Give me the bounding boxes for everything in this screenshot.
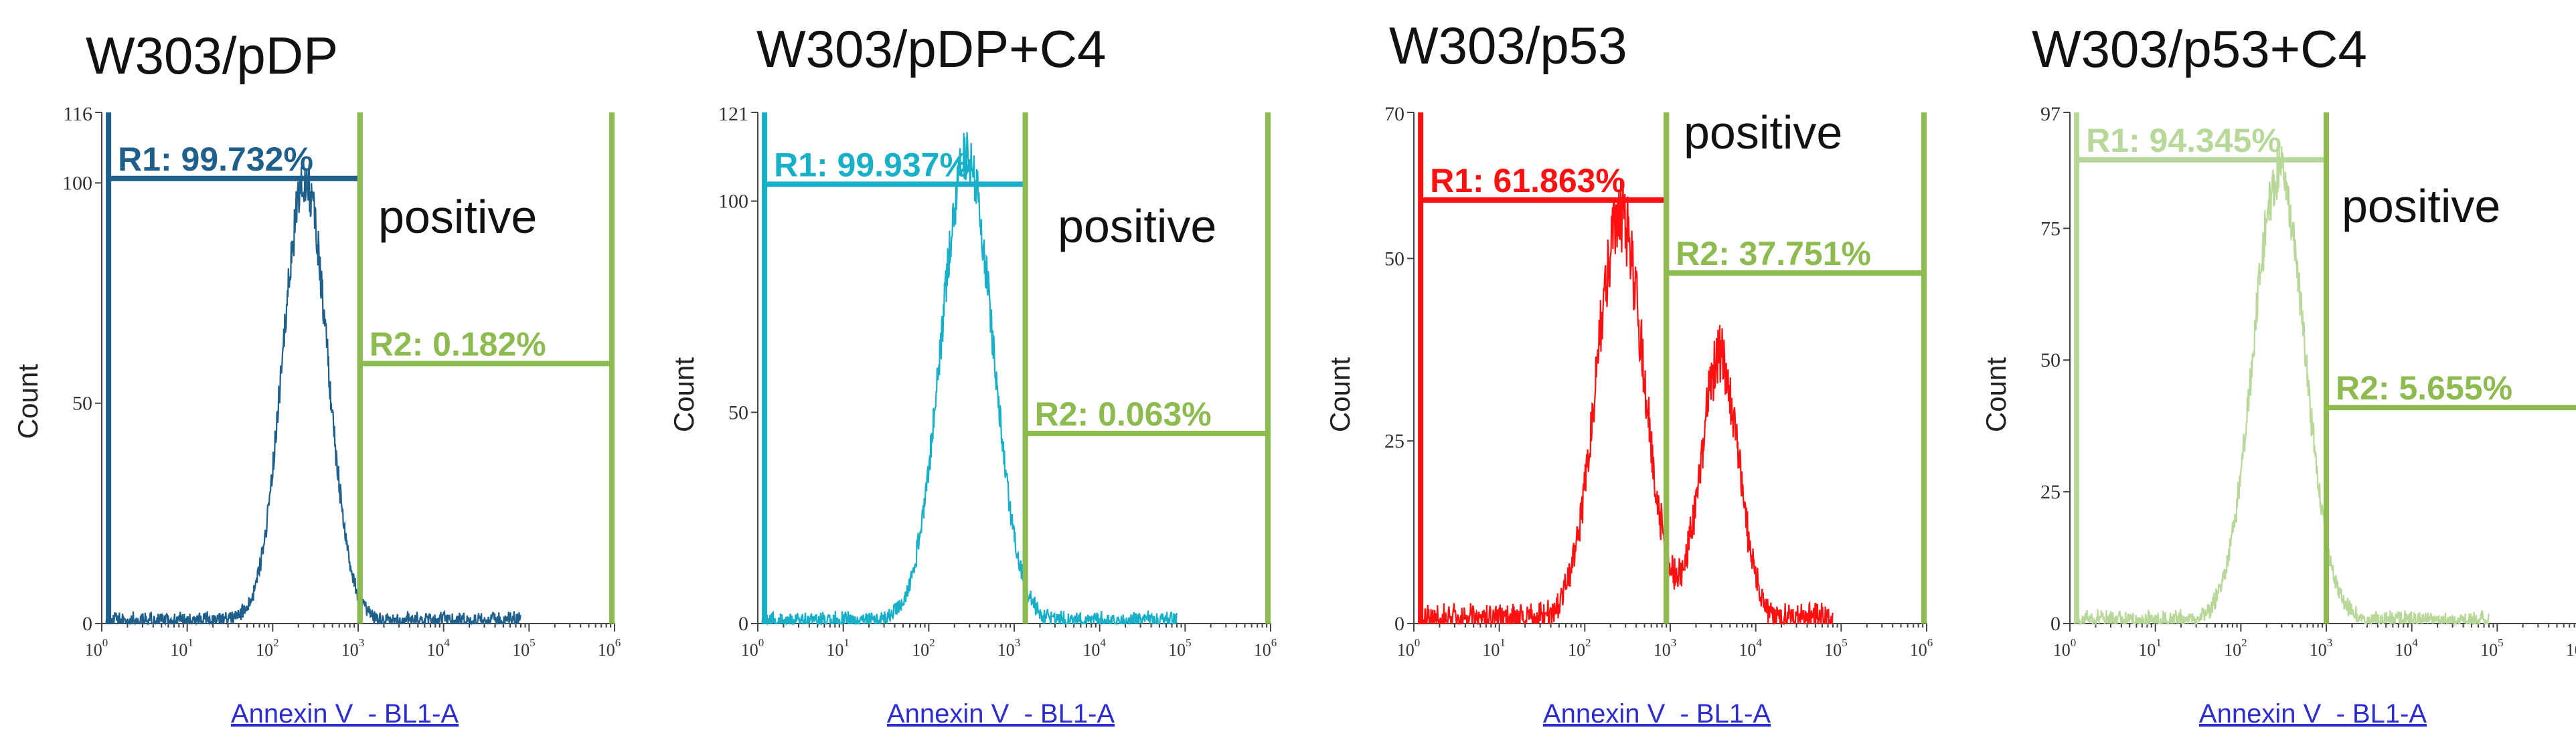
gate-r1-label: R1: 94.345% <box>2086 122 2281 159</box>
positive-annotation: positive <box>1058 200 1216 252</box>
x-tick-label: 106 <box>1910 636 1933 660</box>
y-axis-ticks: 0 50 100 <box>62 112 102 635</box>
x-tick-label: 102 <box>1568 636 1591 660</box>
y-axis-ticks: 0 25 50 <box>1384 112 1414 635</box>
gate-r2-label: R2: 37.751% <box>1676 235 1871 272</box>
y-tick-label: 50 <box>1384 248 1404 270</box>
y-tick-label: 0 <box>1394 613 1404 635</box>
y-axis-ticks: 0 25 50 75 <box>2040 112 2070 635</box>
gate-r1-label: R1: 61.863% <box>1430 162 1625 199</box>
y-tick-label: 50 <box>72 393 92 415</box>
x-tick-label: 106 <box>1254 636 1277 660</box>
y-tick-label: 50 <box>728 401 748 424</box>
x-tick-label: 105 <box>1168 636 1192 660</box>
x-tick-label: 104 <box>1082 636 1106 660</box>
x-tick-label: 101 <box>170 636 193 660</box>
y-tick-label: 0 <box>82 613 92 635</box>
histogram-trace <box>761 132 1178 627</box>
x-tick-label: 106 <box>598 636 621 660</box>
y-tick-label: 50 <box>2040 349 2061 371</box>
x-tick-label: 104 <box>426 636 450 660</box>
x-tick-label: 100 <box>741 636 764 660</box>
gate-r2-label: R2: 0.182% <box>370 325 546 363</box>
panel-title: W303/p53 <box>1389 16 1627 75</box>
x-axis-label[interactable]: Annexin V - BL1-A <box>887 699 1115 729</box>
panel-title: W303/pDP+C4 <box>756 19 1106 78</box>
y-axis-label: Count <box>668 357 700 432</box>
gate-r1[interactable] <box>106 112 363 624</box>
positive-annotation: positive <box>1684 106 1842 159</box>
x-tick-label: 103 <box>2310 636 2333 660</box>
x-tick-label: 102 <box>2224 636 2247 660</box>
x-axis-label[interactable]: Annexin V - BL1-A <box>231 699 459 729</box>
y-tick-label: 25 <box>2040 481 2061 503</box>
x-tick-label: 100 <box>1397 636 1421 660</box>
x-tick-label: 105 <box>1824 636 1848 660</box>
y-tick-label: 100 <box>62 172 92 194</box>
panel-w303-pdp-c4: W303/pDP+C4 Count 121 0 50 100 100 101 102 10… <box>656 0 1300 752</box>
histogram-trace <box>2073 146 2490 626</box>
gates <box>1418 112 1927 624</box>
x-axis-ticks: 100 101 102 103 104 105 106 <box>1397 624 1933 660</box>
y-tick-label: 0 <box>738 613 748 635</box>
gate-r1-label: R1: 99.732% <box>118 140 313 178</box>
histogram-trace <box>1418 178 1834 626</box>
x-axis-label[interactable]: Annexin V - BL1-A <box>2199 699 2427 729</box>
x-tick-label: 103 <box>341 636 365 660</box>
gates <box>762 112 1271 624</box>
gates <box>106 112 615 624</box>
y-axis-max-label: 70 <box>1384 103 1404 125</box>
panel-w303-p53: W303/p53 Count 70 0 25 50 100 101 102 103 104 1… <box>1312 0 1956 752</box>
gate-r2-label: R2: 0.063% <box>1035 395 1212 433</box>
positive-annotation: positive <box>378 191 537 243</box>
gates <box>2074 112 2576 624</box>
y-tick-label: 75 <box>2040 217 2061 240</box>
panel-w303-p53-c4: W303/p53+C4 Count 97 0 25 50 75 100 101 102 10… <box>1968 0 2576 752</box>
positive-annotation: positive <box>2342 180 2500 232</box>
x-tick-label: 104 <box>1739 636 1762 660</box>
x-tick-label: 106 <box>2566 636 2576 660</box>
x-tick-label: 100 <box>2053 636 2077 660</box>
x-axis-ticks: 100 101 102 103 104 105 106 <box>2053 624 2576 660</box>
y-tick-label: 25 <box>1384 430 1404 452</box>
y-tick-label: 100 <box>718 191 748 213</box>
x-tick-label: 103 <box>1654 636 1677 660</box>
y-axis-label: Count <box>1980 357 2012 432</box>
x-tick-label: 105 <box>2480 636 2504 660</box>
gate-r2[interactable] <box>2324 112 2576 624</box>
gate-r2-label: R2: 5.655% <box>2336 369 2512 407</box>
gate-r1-label: R1: 99.937% <box>774 146 969 183</box>
gate-r1[interactable] <box>762 112 1028 624</box>
x-tick-label: 102 <box>256 636 279 660</box>
x-tick-label: 103 <box>997 636 1021 660</box>
x-tick-label: 101 <box>826 636 850 660</box>
y-axis-max-label: 121 <box>718 103 748 125</box>
x-axis-ticks: 100 101 102 103 104 105 106 <box>85 624 621 660</box>
y-axis-max-label: 116 <box>63 103 92 125</box>
y-axis-max-label: 97 <box>2040 103 2061 125</box>
x-tick-label: 105 <box>512 636 536 660</box>
x-axis-label[interactable]: Annexin V - BL1-A <box>1543 699 1771 729</box>
gate-r2[interactable] <box>1022 112 1271 624</box>
y-axis-ticks: 0 50 100 <box>718 112 758 635</box>
panel-w303-pdp: W303/pDP Count 116 0 50 100 100 101 102 103 10… <box>0 0 644 752</box>
x-tick-label: 101 <box>1482 636 1506 660</box>
y-axis-label: Count <box>12 364 44 439</box>
gate-r2[interactable] <box>357 112 615 624</box>
y-axis-label: Count <box>1324 357 1356 432</box>
gate-r2[interactable] <box>1664 112 1927 624</box>
x-axis-ticks: 100 101 102 103 104 105 106 <box>741 624 1277 660</box>
panel-title: W303/pDP <box>86 26 338 85</box>
x-tick-label: 104 <box>2395 636 2418 660</box>
y-tick-label: 0 <box>2050 613 2061 635</box>
histogram-trace <box>105 163 521 626</box>
x-tick-label: 100 <box>85 636 108 660</box>
x-tick-label: 102 <box>912 636 935 660</box>
x-tick-label: 101 <box>2138 636 2162 660</box>
panel-title: W303/p53+C4 <box>2032 19 2367 78</box>
